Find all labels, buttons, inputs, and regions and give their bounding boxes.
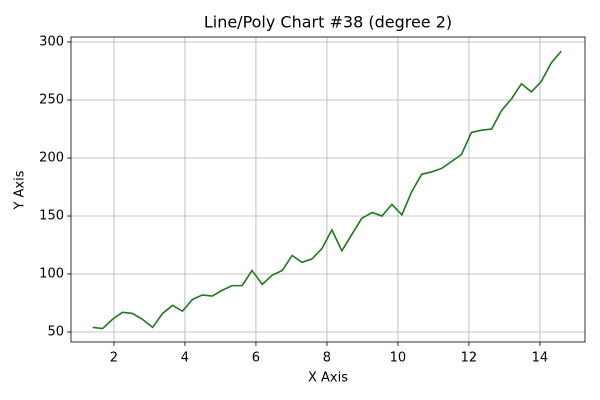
x-tick-label: 10 [390, 351, 407, 366]
x-tick-label: 4 [181, 351, 189, 366]
x-tick-label: 8 [323, 351, 331, 366]
data-line [92, 50, 562, 330]
y-tick-label: 100 [39, 267, 64, 282]
chart-title: Line/Poly Chart #38 (degree 2) [204, 13, 452, 32]
plot-frame [70, 36, 586, 343]
y-tick-label: 300 [39, 34, 64, 49]
y-tick-label: 250 [39, 92, 64, 107]
x-tick-label: 2 [110, 351, 118, 366]
y-tick-label: 50 [47, 325, 64, 340]
x-axis-label: X Axis [308, 371, 348, 386]
x-tick-label: 14 [532, 351, 549, 366]
y-tick-label: 200 [39, 151, 64, 166]
plot-area: 2 4 6 8 10 12 14 50 100 150 200 250 300 [39, 34, 585, 366]
y-axis-label: Y Axis [13, 170, 28, 210]
y-tick-label: 150 [39, 209, 64, 224]
x-tick-label: 6 [252, 351, 260, 366]
x-tick-label: 12 [461, 351, 478, 366]
